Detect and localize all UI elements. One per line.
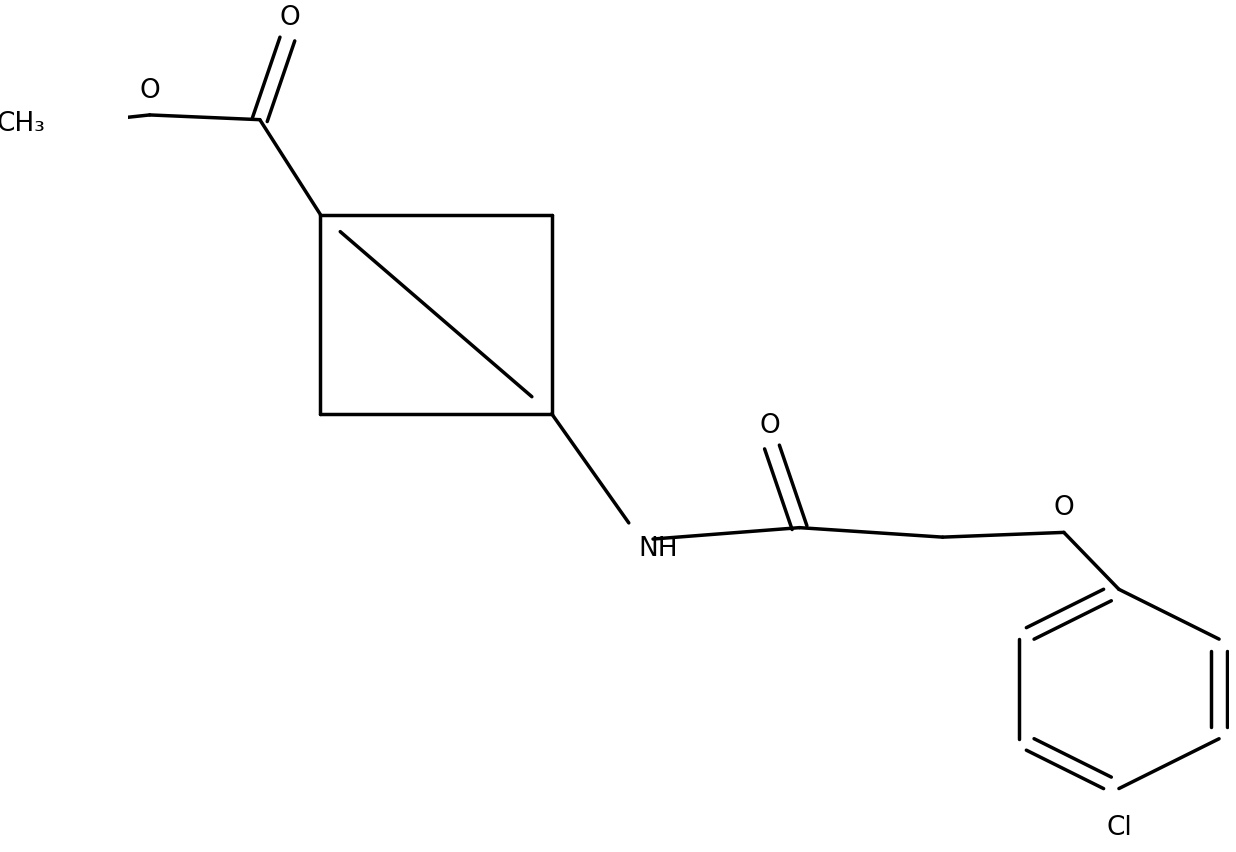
Text: Cl: Cl [1106, 815, 1132, 841]
Text: O: O [140, 78, 161, 104]
Text: O: O [1053, 495, 1074, 521]
Text: O: O [279, 5, 300, 32]
Text: CH₃: CH₃ [0, 112, 44, 137]
Text: NH: NH [639, 537, 679, 562]
Text: O: O [759, 413, 780, 439]
